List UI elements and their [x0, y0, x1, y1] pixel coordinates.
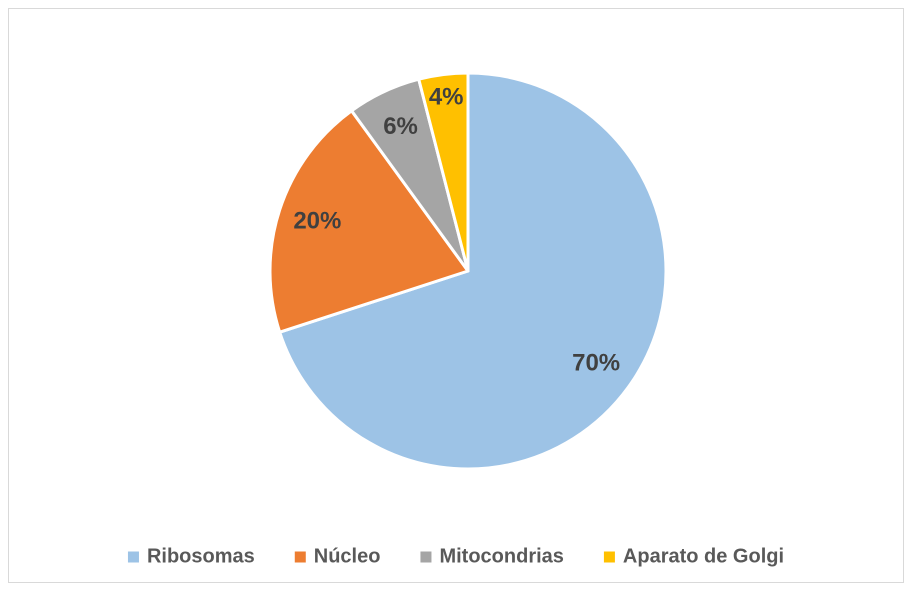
- data-label: 4%: [429, 83, 464, 110]
- pie-slice: [417, 71, 470, 273]
- data-label: 6%: [383, 113, 418, 140]
- legend-label: Ribosomas: [147, 545, 255, 567]
- legend-label: Aparato de Golgi: [623, 545, 784, 567]
- legend-swatch: [420, 551, 432, 563]
- legend-swatch: [294, 551, 306, 563]
- legend-swatch: [603, 551, 615, 563]
- data-label: 20%: [293, 207, 341, 234]
- data-label: 70%: [572, 349, 620, 376]
- legend-label: Núcleo: [314, 545, 381, 567]
- pie-slice: [268, 109, 470, 334]
- legend-swatch: [127, 551, 139, 563]
- pie-slice: [278, 71, 668, 471]
- legend-label: Mitocondrias: [439, 545, 563, 567]
